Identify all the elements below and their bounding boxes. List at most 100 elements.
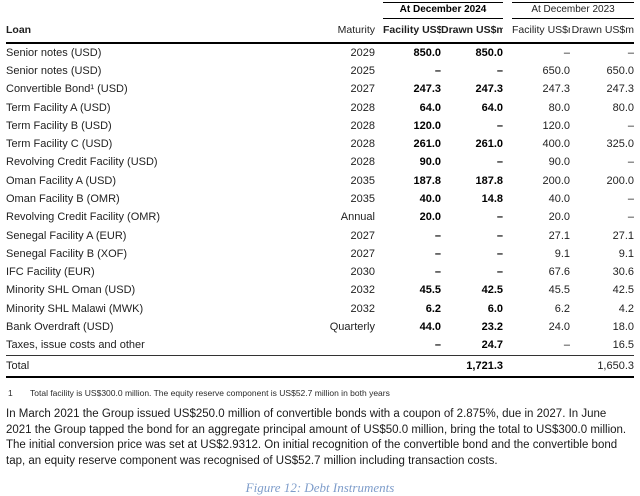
maturity-cell: 2027 [350,83,375,96]
loan-name-cell: Senior notes (USD) [6,46,102,59]
facility-2024-cell: 120.0 [413,119,441,132]
table-row: Term Facility A (USD) 2028 64.0 64.0 80.… [6,99,634,117]
drawn-2023-cell: – [627,46,635,59]
gap-cell-1 [375,190,383,208]
drawn-2024-cell: 14.8 [481,192,503,205]
facility-2023-cell: 45.5 [548,284,570,297]
table-row: Term Facility B (USD) 2028 120.0 – 120.0… [6,117,634,135]
table-row: Senior notes (USD) 2025 – – 650.0 650.0 [6,62,634,80]
drawn-2023-cell: 9.1 [618,247,635,260]
table-row: Senior notes (USD) 2029 850.0 850.0 – – [6,43,634,62]
footnote-text: Total facility is US$300.0 million. The … [30,388,390,399]
maturity-cell: 2030 [350,266,375,279]
facility-2024-cell: 187.8 [413,174,441,187]
maturity-cell: 2027 [350,247,375,260]
facility-2024-cell: – [434,266,441,279]
column-header-gap-1 [375,18,383,44]
total-row: Total 1,721.3 1,650.3 [6,354,635,379]
column-header-row: Loan Maturity Facility US$m Drawn US$m F… [6,18,635,44]
table-row: Taxes, issue costs and other – 24.7 – 16… [6,337,634,356]
gap-cell-2 [503,227,512,245]
table-row: Revolving Credit Facility (USD) 2028 90.… [6,154,634,172]
gap-cell-2 [503,117,512,135]
table-body: Senior notes (USD) 2029 850.0 850.0 – – … [6,43,634,355]
gap-cell-2 [503,190,512,208]
facility-2024-cell: – [434,339,441,352]
facility-2024-cell: 6.2 [425,302,441,315]
maturity-cell: 2028 [350,156,375,169]
column-header-maturity: Maturity [293,18,375,44]
gap-cell-1 [375,154,383,172]
loan-name-cell: Revolving Credit Facility (USD) [6,156,158,169]
column-header-facility-2024: Facility US$m [383,18,441,44]
gap-cell-2 [503,300,512,318]
column-header-gap-2 [503,18,512,44]
gap-cell-1 [375,62,383,80]
loan-name-cell: Bank Overdraft (USD) [6,320,114,333]
loan-name-cell: Oman Facility A (USD) [6,174,117,187]
gap-cell-2 [503,263,512,281]
gap-cell-1 [375,282,383,300]
facility-2023-cell: 27.1 [548,229,570,242]
table-row: Bank Overdraft (USD) Quarterly 44.0 23.2… [6,318,634,336]
maturity-cell: 2029 [350,46,375,59]
drawn-2023-cell: – [627,192,635,205]
facility-2024-cell: 247.3 [413,83,441,96]
table-row: Revolving Credit Facility (OMR) Annual 2… [6,209,634,227]
gap-cell-2 [503,135,512,153]
gap-cell-1 [375,43,383,62]
facility-2023-cell: 9.1 [554,247,570,260]
facility-2024-cell: 40.0 [419,192,441,205]
facility-2024-cell: – [434,247,441,260]
gap-cell-2 [503,99,512,117]
table-row: IFC Facility (EUR) 2030 – – 67.6 30.6 [6,263,634,281]
loan-name-cell: IFC Facility (EUR) [6,266,95,279]
loan-name-cell: Senegal Facility A (EUR) [6,229,127,242]
facility-2024-cell: 261.0 [413,138,441,151]
table-row: Minority SHL Malawi (MWK) 2032 6.2 6.0 6… [6,300,634,318]
gap-cell-1 [375,337,383,356]
maturity-cell: 2028 [350,101,375,114]
total-gap-1 [375,354,383,379]
facility-2023-cell: 200.0 [542,174,570,187]
loan-name-cell: Revolving Credit Facility (OMR) [6,211,161,224]
gap-cell-1 [375,263,383,281]
drawn-2024-cell: – [496,266,503,279]
gap-cell-2 [503,337,512,356]
maturity-cell: 2028 [350,138,375,151]
drawn-2024-cell: 187.8 [475,174,503,187]
loan-name-cell: Senegal Facility B (XOF) [6,247,128,260]
total-maturity-cell [293,354,375,379]
facility-2023-cell: 400.0 [542,138,570,151]
facility-2024-cell: 20.0 [419,211,441,224]
facility-2023-cell: 20.0 [548,211,570,224]
gap-cell-2 [503,43,512,62]
gap-cell-2 [503,81,512,99]
drawn-2023-cell: 18.0 [612,320,635,333]
drawn-2024-cell: 261.0 [475,138,503,151]
table-row: Senegal Facility A (EUR) 2027 – – 27.1 2… [6,227,634,245]
maturity-cell: 2025 [350,64,375,77]
gap-cell-1 [375,227,383,245]
facility-2023-cell: 247.3 [542,83,570,96]
drawn-2023-cell: 27.1 [612,229,635,242]
body-paragraph: In March 2021 the Group issued US$250.0 … [6,408,627,467]
facility-2023-cell: – [563,339,570,352]
facility-2024-cell: – [434,64,441,77]
gap-cell-2 [503,318,512,336]
gap-cell-1 [375,99,383,117]
drawn-2023-cell: 16.5 [612,339,635,352]
facility-2024-cell: 64.0 [419,101,441,114]
drawn-2023-cell: 650.0 [606,64,635,77]
column-header-drawn-2024: Drawn US$m [441,18,503,44]
total-gap-2 [503,354,512,379]
gap-cell-1 [375,81,383,99]
drawn-2023-cell: – [627,156,635,169]
gap-cell-1 [375,172,383,190]
maturity-cell: Annual [340,211,375,224]
facility-2023-cell: 650.0 [542,64,570,77]
loan-name-cell: Minority SHL Oman (USD) [6,284,136,297]
loan-name-cell: Term Facility B (USD) [6,119,112,132]
facility-2024-cell: 90.0 [419,156,441,169]
